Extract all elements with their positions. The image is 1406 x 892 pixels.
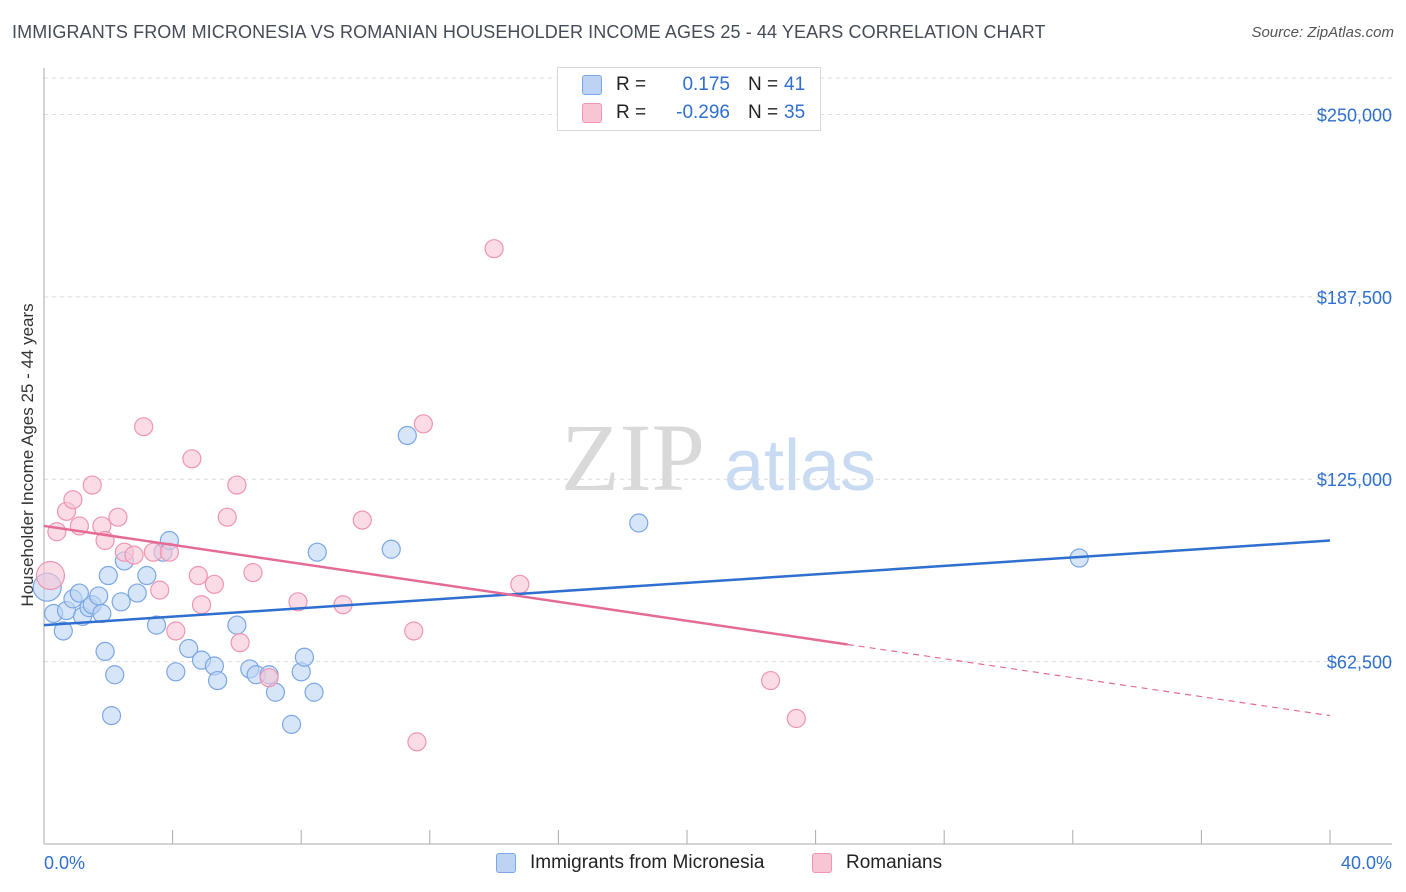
chart-title: IMMIGRANTS FROM MICRONESIA VS ROMANIAN H… (12, 22, 1046, 42)
bottom-legend-label-romanians: Romanians (846, 852, 943, 873)
trend-line-romanians (43, 524, 848, 646)
point-romanians (35, 560, 66, 591)
point-romanians (230, 633, 250, 653)
point-micronesia (137, 565, 157, 586)
point-romanians (191, 595, 212, 615)
trend-line-micronesia (43, 539, 1331, 627)
point-micronesia (179, 638, 199, 659)
legend-n-label: N = (748, 102, 779, 123)
point-micronesia (95, 641, 115, 662)
point-micronesia (101, 706, 122, 726)
series-micronesia-points (32, 425, 1089, 734)
watermark-zip: ZIP (561, 404, 705, 511)
point-micronesia (629, 513, 649, 533)
point-romanians (407, 732, 427, 752)
point-micronesia (307, 542, 327, 562)
point-romanians (47, 522, 67, 542)
point-micronesia (304, 682, 324, 702)
trend-line-romanians-extension (847, 643, 1331, 717)
stats-legend: R = 0.175 N = 41 R = -0.296 N = 35 (557, 67, 821, 131)
bottom-legend-swatch-pink (812, 853, 832, 873)
legend-n-value: 41 (784, 74, 806, 95)
point-micronesia (227, 615, 247, 635)
point-romanians (352, 510, 372, 530)
point-romanians (786, 708, 806, 729)
bottom-legend-swatch-blue (496, 853, 516, 873)
point-micronesia (208, 670, 228, 691)
point-romanians (150, 580, 170, 600)
point-micronesia (294, 647, 315, 667)
point-micronesia (111, 592, 131, 612)
legend-n-value: 35 (784, 102, 806, 123)
point-micronesia (281, 714, 302, 734)
point-romanians (259, 668, 279, 688)
y-tick-label: $125,000 (1317, 470, 1392, 490)
point-romanians (188, 565, 208, 586)
y-tick-label: $62,500 (1327, 653, 1392, 673)
point-micronesia (105, 665, 125, 685)
point-micronesia (127, 583, 147, 603)
point-romanians (227, 475, 247, 495)
legend-row-micronesia: R = 0.175 N = 41 (582, 72, 805, 98)
point-micronesia (89, 586, 109, 606)
point-romanians (404, 621, 424, 641)
bottom-legend-micronesia: Immigrants from Micronesia (496, 852, 764, 874)
legend-r-value: -0.296 (676, 102, 730, 123)
point-romanians (510, 574, 530, 594)
point-romanians (413, 414, 433, 434)
trend-lines (43, 524, 1331, 717)
point-micronesia (381, 539, 401, 559)
legend-n-label: N = (748, 74, 779, 95)
point-romanians (82, 475, 102, 495)
watermark: ZIP atlas (561, 404, 876, 511)
point-micronesia (166, 662, 186, 682)
point-romanians (204, 574, 224, 594)
point-romanians (63, 490, 83, 510)
point-romanians (124, 545, 144, 565)
x-tick-label: 0.0% (44, 853, 85, 873)
point-romanians (288, 592, 308, 612)
x-tick-label: 40.0% (1341, 853, 1392, 873)
point-romanians (143, 542, 163, 562)
legend-swatch-pink (582, 103, 602, 123)
legend-r-label: R = (616, 102, 647, 123)
axes (43, 68, 1392, 845)
point-romanians (182, 449, 202, 469)
y-tick-label: $250,000 (1317, 105, 1392, 125)
source-label: Source: ZipAtlas.com (1251, 24, 1394, 41)
point-romanians (166, 621, 186, 641)
watermark-atlas: atlas (724, 426, 876, 506)
point-romanians (134, 417, 154, 437)
bottom-legend-label-micronesia: Immigrants from Micronesia (530, 852, 765, 873)
legend-row-romanians: R = -0.296 N = 35 (582, 100, 805, 126)
point-micronesia (397, 425, 417, 446)
bottom-legend-romanians: Romanians (812, 852, 942, 874)
point-micronesia (53, 621, 73, 641)
legend-r-label: R = (616, 74, 647, 95)
point-romanians (484, 239, 504, 259)
point-romanians (217, 507, 237, 527)
point-micronesia (98, 565, 118, 586)
point-romanians (760, 670, 781, 691)
point-micronesia (69, 583, 89, 603)
point-micronesia (146, 615, 167, 635)
point-romanians (108, 507, 128, 527)
point-romanians (243, 563, 263, 583)
legend-r-value: 0.175 (682, 74, 730, 95)
legend-swatch-blue (582, 75, 602, 95)
tick-labels: $62,500 $125,000 $187,500 $250,000 0.0% 40.0% (44, 105, 1392, 873)
y-tick-label: $187,500 (1317, 288, 1392, 308)
